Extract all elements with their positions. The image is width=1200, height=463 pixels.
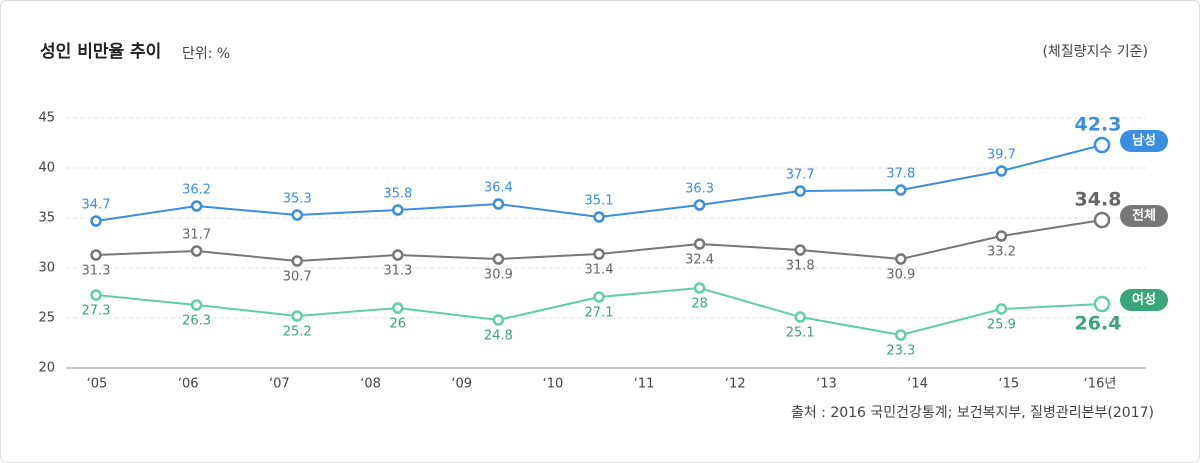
y-tick-label: 40: [38, 161, 55, 176]
point: [291, 310, 303, 322]
x-tick-label: ‘05: [87, 377, 108, 392]
y-tick-label: 25: [38, 311, 55, 326]
chart-title: 성인 비만율 추이: [40, 42, 161, 62]
point: [895, 184, 907, 196]
legend-label: 남성: [1132, 133, 1156, 149]
point: [995, 165, 1008, 177]
point: [190, 245, 203, 257]
value-label: 30.9: [886, 268, 915, 283]
point: [190, 200, 203, 212]
x-tick-label: ‘10: [543, 377, 564, 392]
value-label: 36.4: [484, 181, 513, 196]
point: [995, 230, 1008, 242]
value-label: 34.7: [82, 198, 111, 213]
point: [90, 289, 102, 301]
point: [291, 209, 303, 221]
y-tick-label: 35: [38, 211, 55, 226]
value-label: 31.3: [82, 264, 111, 279]
y-tick-label: 30: [38, 261, 55, 276]
legend-label: 전체: [1132, 208, 1156, 224]
point: [995, 303, 1008, 315]
value-label: 39.7: [987, 148, 1016, 163]
value-label: 31.8: [786, 259, 815, 274]
value-label: 26.3: [182, 314, 211, 329]
point: [593, 211, 605, 223]
value-label: 31.4: [585, 263, 614, 278]
point: [693, 199, 706, 211]
point: [392, 204, 404, 216]
point: [392, 302, 404, 314]
point: [90, 249, 102, 261]
point: [693, 282, 706, 294]
x-tick-label: ‘13: [816, 377, 837, 392]
point: [1093, 295, 1111, 313]
legend-label: 여성: [1132, 292, 1156, 308]
value-label: 37.8: [886, 167, 915, 182]
point: [291, 255, 303, 267]
y-tick-label: 45: [38, 111, 55, 126]
point: [593, 248, 605, 260]
legend-badge: [1120, 205, 1168, 227]
x-tick-label: ‘09: [451, 377, 472, 392]
legend-badge: [1120, 289, 1168, 311]
value-label: 24.8: [484, 329, 513, 344]
value-label: 27.3: [82, 304, 111, 319]
x-tick-label: ‘12: [725, 377, 746, 392]
value-label: 32.4: [685, 253, 714, 268]
value-label: 36.2: [182, 183, 211, 198]
value-label: 35.3: [283, 192, 312, 207]
point: [794, 311, 806, 323]
point: [392, 249, 404, 261]
x-tick-label: ‘11: [634, 377, 655, 392]
end-value-label: 34.8: [1075, 189, 1122, 211]
value-label: 35.1: [585, 194, 614, 209]
source: 출처 : 2016 국민건강통계; 보건복지부, 질병관리본부(2017): [791, 405, 1154, 421]
value-label: 35.8: [383, 187, 412, 202]
point: [492, 314, 505, 326]
value-label: 25.1: [786, 326, 815, 341]
x-tick-label: ‘14: [907, 377, 928, 392]
value-label: 37.7: [786, 168, 815, 183]
value-label: 28: [691, 297, 708, 312]
point: [1093, 211, 1111, 229]
point: [794, 185, 806, 197]
value-label: 27.1: [585, 306, 614, 321]
point: [794, 244, 806, 256]
value-label: 30.9: [484, 268, 513, 283]
x-tick-label: ‘07: [269, 377, 290, 392]
x-tick-label: ‘08: [360, 377, 381, 392]
x-tick-label: ‘06: [178, 377, 199, 392]
x-tick-label: ‘15: [998, 377, 1019, 392]
point: [895, 329, 907, 341]
point: [492, 253, 505, 265]
value-label: 25.2: [283, 325, 312, 340]
value-label: 26: [390, 317, 407, 332]
legend-badge: [1120, 130, 1168, 152]
point: [693, 238, 706, 250]
end-value-label: 26.4: [1075, 313, 1122, 335]
value-label: 31.3: [383, 264, 412, 279]
value-label: 33.2: [987, 245, 1016, 260]
subtitle: 단위: %: [182, 46, 230, 62]
x-tick-label: ‘16년: [1084, 377, 1117, 392]
point: [492, 198, 505, 210]
y-tick-label: 20: [38, 361, 55, 376]
value-label: 36.3: [685, 182, 714, 197]
value-label: 25.9: [987, 318, 1016, 333]
value-label: 23.3: [886, 344, 915, 359]
point: [895, 253, 907, 265]
value-label: 31.7: [182, 228, 211, 243]
point: [593, 291, 605, 303]
value-label: 30.7: [283, 270, 312, 285]
note: (체질량지수 기준): [1042, 44, 1148, 60]
point: [90, 215, 102, 227]
point: [190, 299, 203, 311]
end-value-label: 42.3: [1075, 114, 1122, 136]
point: [1093, 136, 1111, 154]
